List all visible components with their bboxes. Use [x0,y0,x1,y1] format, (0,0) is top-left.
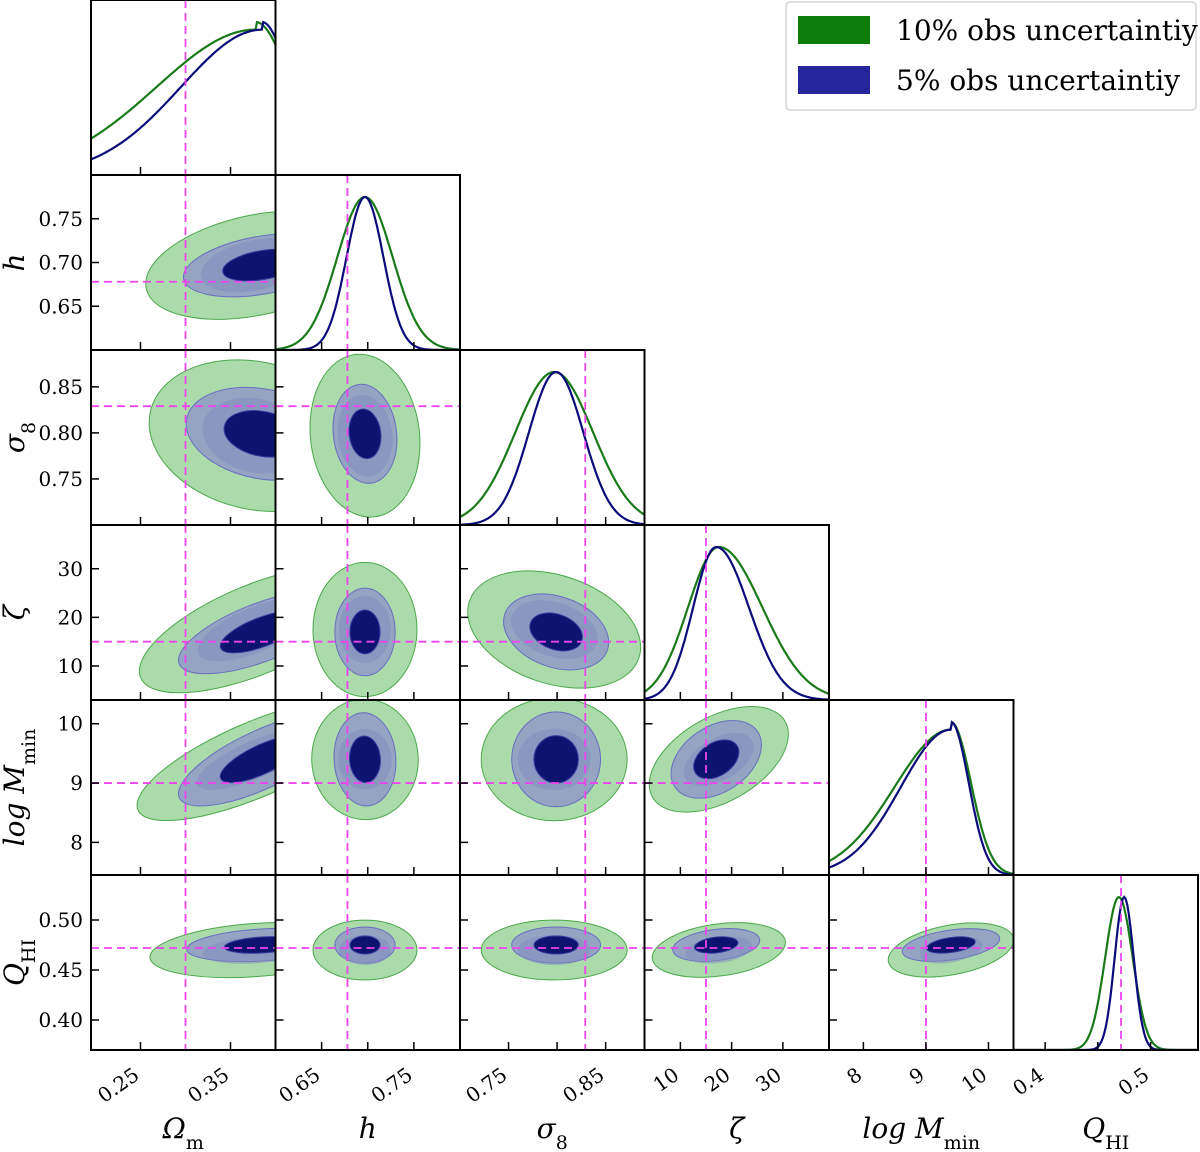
x-axis-label-zeta: ζ [729,1112,746,1145]
x-tick-label: 9 [905,1062,929,1089]
y-tick-label: 0.50 [38,908,83,932]
x-axis-label-Om: Ωm [162,1112,204,1152]
y-tick-label: 10 [58,712,83,736]
marginal-curve-10pct [91,20,276,140]
legend: 10% obs uncertaintiy 5% obs uncertaintiy [785,1,1198,111]
marginal-curve-10pct [275,195,460,350]
panel-frame [828,699,1015,876]
contour-5pct-1sigma [533,935,579,955]
marginal-curve-5pct [275,195,460,350]
marginal-curve-10pct [460,370,645,518]
x-tick-label: 0.4 [1008,1062,1048,1100]
panel-frame [90,0,277,176]
x-tick-label: 8 [842,1062,866,1089]
panel-frame [274,174,461,351]
marginal-QHI [1013,875,1198,1050]
x-tick-label: 0.35 [183,1062,233,1107]
x-tick-label: 0.25 [93,1062,143,1107]
x-axis-label-h: h [359,1112,377,1145]
panel-frame [1012,874,1199,1051]
marginal-h [275,175,460,350]
x-axis-label-s8: σ8 [537,1112,568,1152]
legend-label-5pct: 5% obs uncertaintiy [896,64,1180,97]
x-tick-label: 0.75 [461,1062,511,1107]
marginal-logM [829,700,1014,875]
panels-layer [90,0,1199,1051]
y-tick-label: 0.70 [38,251,83,275]
contour-5pct-1sigma [349,609,381,655]
y-tick-label: 0.80 [38,421,83,445]
x-tick-label: 0.65 [274,1062,324,1107]
panel-logM-vs-Om [91,700,276,875]
x-tick-label: 0.5 [1114,1062,1154,1100]
marginal-zeta [644,525,829,700]
panel-logM-vs-s8 [460,700,645,875]
y-tick-label: 0.75 [38,207,83,231]
legend-swatch-10pct [798,16,870,44]
marginal-Om [91,0,276,175]
x-tick-label: 0.75 [366,1062,416,1107]
marginal-curve-5pct [91,20,276,161]
y-tick-label: 8 [70,830,83,854]
panel-zeta-vs-Om [91,525,276,700]
y-tick-label: 20 [58,605,83,629]
marginal-curve-5pct [829,720,1014,875]
panel-zeta-vs-s8 [460,525,645,700]
panel-QHI-vs-Om [91,875,276,1050]
panel-logM-vs-h [275,700,460,875]
y-tick-label: 30 [58,557,83,581]
y-tick-label: 10 [58,654,83,678]
y-axis-label-h: h [0,253,31,271]
legend-swatch-5pct [798,66,870,94]
legend-frame [785,1,1197,111]
x-axis-label-QHI: QHI [1082,1112,1129,1152]
panel-QHI-vs-zeta [644,875,829,1050]
panel-zeta-vs-h [275,525,460,700]
marginal-curve-10pct [829,720,1014,875]
contour-5pct-1sigma [349,735,381,784]
y-axis-label-QHI: QHI [0,939,40,986]
contour-5pct-1sigma [693,739,740,780]
panel-h-vs-Om [91,175,276,350]
panel-frame [459,349,646,526]
panel-s8-vs-h [275,350,460,525]
contour-5pct-1sigma [348,408,382,460]
x-tick-label: 10 [957,1062,992,1096]
y-axis-label-zeta: ζ [0,603,31,620]
y-axis-label-s8: σ8 [0,422,40,453]
x-tick-label: 0.85 [558,1062,608,1107]
y-tick-label: 0.40 [38,1008,83,1032]
y-tick-label: 0.65 [38,294,83,318]
marginal-curve-10pct [644,545,829,695]
y-tick-label: 0.85 [38,375,83,399]
panel-QHI-vs-logM [829,875,1014,1050]
contour-5pct-1sigma [222,248,276,282]
legend-label-10pct: 10% obs uncertaintiy [896,14,1198,47]
y-tick-label: 0.75 [38,467,83,491]
contour-5pct-1sigma [533,735,579,784]
panel-s8-vs-Om [91,350,276,525]
contour-5pct-1sigma [349,935,381,955]
marginal-s8 [460,350,645,525]
x-axis-label-logM: log Mmin [862,1112,980,1152]
y-axis-label-logM: log Mmin [0,729,40,847]
panel-QHI-vs-h [275,875,460,1050]
marginal-curve-5pct [644,545,829,700]
contour-5pct-1sigma [223,410,276,458]
x-tick-label: 30 [751,1062,786,1096]
y-tick-label: 9 [70,771,83,795]
panel-QHI-vs-s8 [460,875,645,1050]
contour-5pct-1sigma [219,735,276,784]
y-tick-label: 0.45 [38,958,83,982]
x-tick-label: 20 [700,1062,735,1096]
panel-logM-vs-zeta [644,700,829,875]
x-tick-label: 10 [649,1062,684,1096]
marginal-curve-5pct [460,371,645,525]
marginal-curve-5pct [1013,895,1198,1050]
